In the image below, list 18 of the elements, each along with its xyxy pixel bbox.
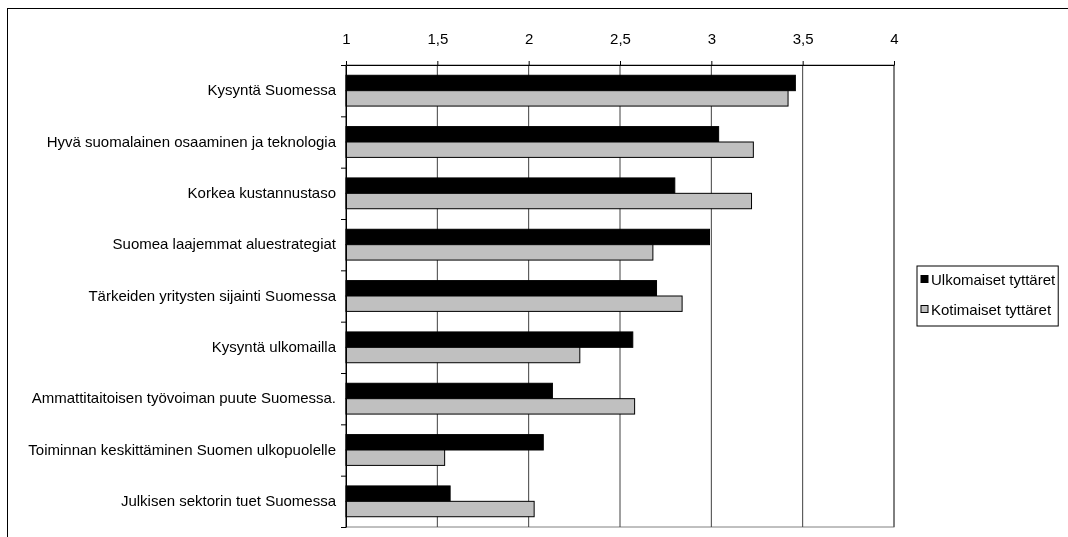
y-tick-label: Korkea kustannustaso xyxy=(187,184,336,202)
x-tick-label: 1 xyxy=(342,30,351,47)
x-tick-label: 1,5 xyxy=(427,30,449,47)
y-tick-label: Kysyntä ulkomailla xyxy=(211,338,337,356)
x-tick-label: 2 xyxy=(524,30,534,47)
y-tick-label: Ammattitaitoisen työvoiman puute Suomessa. xyxy=(31,389,336,407)
y-tick-label: Suomea laajemmat aluestrategiat xyxy=(112,235,337,253)
y-tick-label: Hyvä suomalainen osaaminen ja teknologia xyxy=(46,132,337,150)
y-tick-label: Kysyntä Suomessa xyxy=(207,81,337,99)
x-tick-label: 3,5 xyxy=(792,30,814,47)
legend-label: Kotimaiset tyttäret xyxy=(931,301,1052,319)
y-tick-label: Tärkeiden yritysten sijainti Suomessa xyxy=(88,286,337,304)
x-tick-label: 2,5 xyxy=(610,30,631,47)
y-tick-label: Toiminnan keskittäminen Suomen ulkopuolelle xyxy=(28,440,336,458)
x-tick-label: 4 xyxy=(890,30,899,47)
x-tick-label: 3 xyxy=(707,30,717,47)
legend-label: Ulkomaiset tyttäret xyxy=(931,271,1057,289)
y-tick-label: Julkisen sektorin tuet Suomessa xyxy=(120,492,337,510)
